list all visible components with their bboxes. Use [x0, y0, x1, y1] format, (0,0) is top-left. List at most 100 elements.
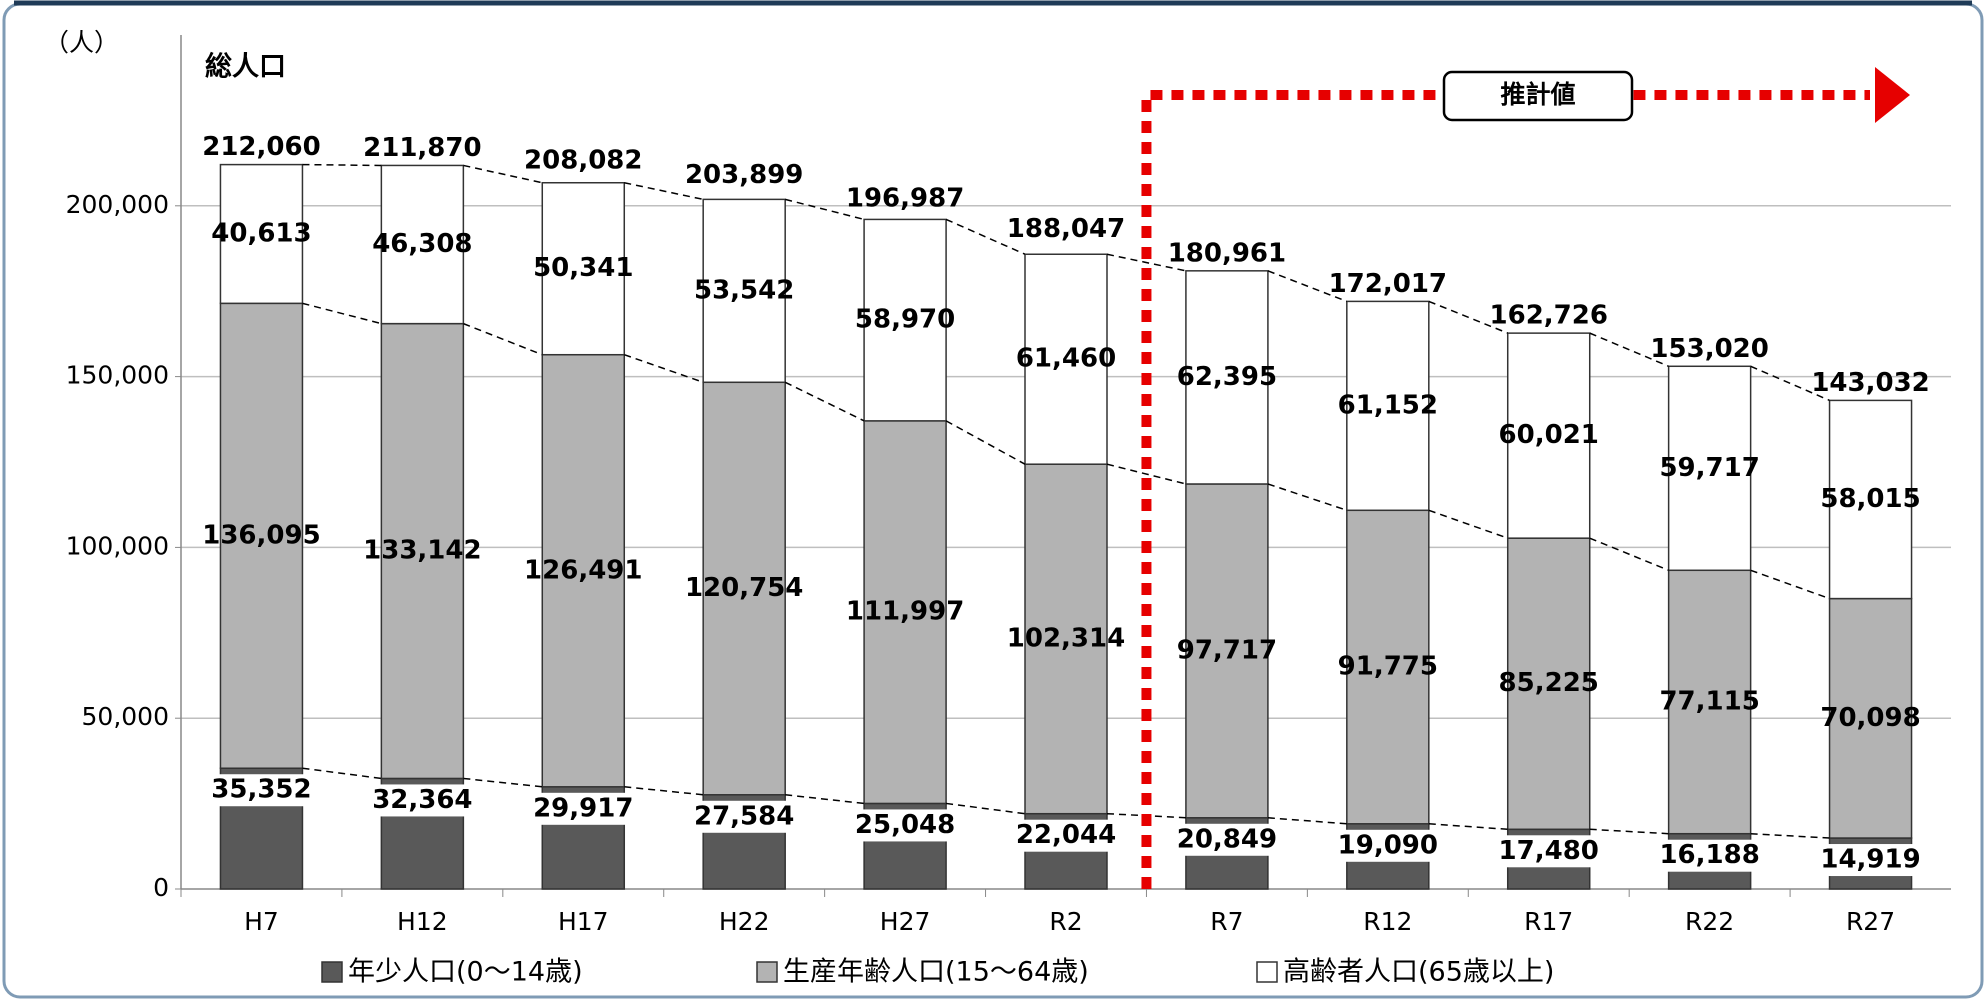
connector-line	[1750, 832, 1830, 839]
label-bg	[1498, 835, 1599, 868]
connector-line	[1106, 463, 1187, 485]
data-label: 58,970	[855, 305, 955, 335]
data-label: 35,352	[211, 775, 311, 805]
bar-segment	[380, 322, 465, 780]
connector-line	[945, 802, 1026, 815]
connector-line	[1428, 823, 1508, 831]
connector-line	[463, 777, 543, 788]
connector-line	[1267, 270, 1348, 303]
connector-line	[1267, 483, 1348, 511]
data-label: 50,341	[533, 253, 633, 283]
data-label: 58,015	[1820, 484, 1920, 514]
data-label: 77,115	[1659, 686, 1759, 716]
bar-segment	[1667, 569, 1752, 835]
legend-label: 年少人口(0～14歳)	[348, 957, 583, 988]
data-label: 212,060	[202, 132, 320, 162]
legend-swatch	[756, 961, 778, 983]
data-label: 17,480	[1499, 836, 1599, 866]
connector-line	[624, 354, 704, 383]
y-tick-label: 150,000	[66, 361, 169, 390]
data-label: 208,082	[524, 146, 642, 176]
data-label: 153,020	[1650, 334, 1768, 364]
connector-line	[785, 794, 865, 805]
connector-line	[302, 767, 382, 780]
bar-segment	[1185, 270, 1269, 485]
connector-line	[1428, 300, 1509, 334]
data-label: 27,584	[694, 801, 794, 831]
x-tick-label: R2	[1049, 907, 1082, 936]
data-label: 59,717	[1659, 453, 1759, 483]
data-label: 25,048	[855, 810, 955, 840]
data-label: 172,017	[1329, 269, 1447, 299]
bar-segment	[702, 198, 786, 384]
data-label: 22,044	[1016, 820, 1116, 850]
data-label: 40,613	[211, 218, 311, 248]
connector-line	[784, 198, 865, 221]
data-label: 70,098	[1820, 703, 1920, 733]
label-bg	[533, 792, 634, 825]
bar-segment	[1185, 483, 1269, 819]
y-tick-label: 100,000	[66, 531, 169, 560]
connector-line	[784, 381, 865, 422]
data-label: 16,188	[1659, 840, 1759, 870]
connector-line	[1589, 828, 1669, 835]
connector-line	[1428, 509, 1508, 539]
bar-segment	[1828, 597, 1913, 839]
data-label: 97,717	[1177, 635, 1277, 665]
label-bg	[694, 800, 795, 833]
data-label: 196,987	[846, 184, 964, 214]
y-tick-label: 0	[153, 873, 169, 902]
connector-line	[1589, 537, 1669, 571]
data-label: 19,090	[1338, 830, 1438, 860]
x-tick-label: R17	[1524, 907, 1573, 936]
data-label: 29,917	[533, 793, 633, 823]
y-axis-label: （人）	[44, 28, 119, 57]
connector-line	[945, 420, 1026, 465]
data-label: 143,032	[1811, 368, 1929, 398]
bar-segment	[1506, 537, 1591, 831]
bar-segment	[1828, 399, 1913, 600]
annotation-box	[1442, 70, 1634, 122]
x-tick-label: H12	[397, 907, 448, 936]
data-label: 133,142	[363, 536, 481, 566]
connector-line	[945, 218, 1026, 255]
connector-line	[302, 302, 382, 325]
bar-segment	[1024, 253, 1108, 465]
connector-line	[302, 163, 382, 167]
data-label: 61,460	[1016, 344, 1116, 374]
connector-line	[1106, 253, 1187, 272]
data-label: 111,997	[846, 597, 964, 627]
data-label: 62,395	[1177, 362, 1277, 392]
data-label: 126,491	[524, 555, 642, 585]
x-tick-label: H22	[719, 907, 770, 936]
bar-segment	[1346, 509, 1430, 825]
label-bg	[1659, 839, 1760, 872]
data-label: 91,775	[1338, 652, 1438, 682]
x-tick-label: H17	[558, 907, 609, 936]
label-bg	[372, 784, 473, 817]
label-bg	[855, 809, 956, 842]
data-label: 162,726	[1490, 301, 1608, 331]
x-tick-label: R7	[1210, 907, 1243, 936]
data-label: 60,021	[1499, 420, 1599, 450]
label-bg	[1337, 829, 1438, 862]
data-label: 188,047	[1007, 214, 1125, 244]
connector-line	[1750, 365, 1830, 402]
connector-line	[1750, 569, 1830, 600]
label-bg	[1820, 844, 1921, 877]
y-tick-label: 50,000	[82, 702, 169, 731]
connector-line	[463, 164, 543, 184]
legend-swatch	[1256, 961, 1278, 983]
connector-line	[463, 322, 543, 356]
bar-segment	[702, 381, 786, 796]
connector-line	[624, 182, 704, 201]
bar-segment	[863, 420, 947, 805]
y-tick-label: 200,000	[66, 190, 169, 219]
legend-label: 高齢者人口(65歳以上)	[1283, 957, 1554, 988]
data-label: 14,919	[1820, 845, 1920, 875]
data-label: 46,308	[372, 229, 472, 259]
data-label: 136,095	[202, 520, 320, 550]
data-label: 120,754	[685, 573, 803, 603]
data-label: 203,899	[685, 160, 803, 190]
